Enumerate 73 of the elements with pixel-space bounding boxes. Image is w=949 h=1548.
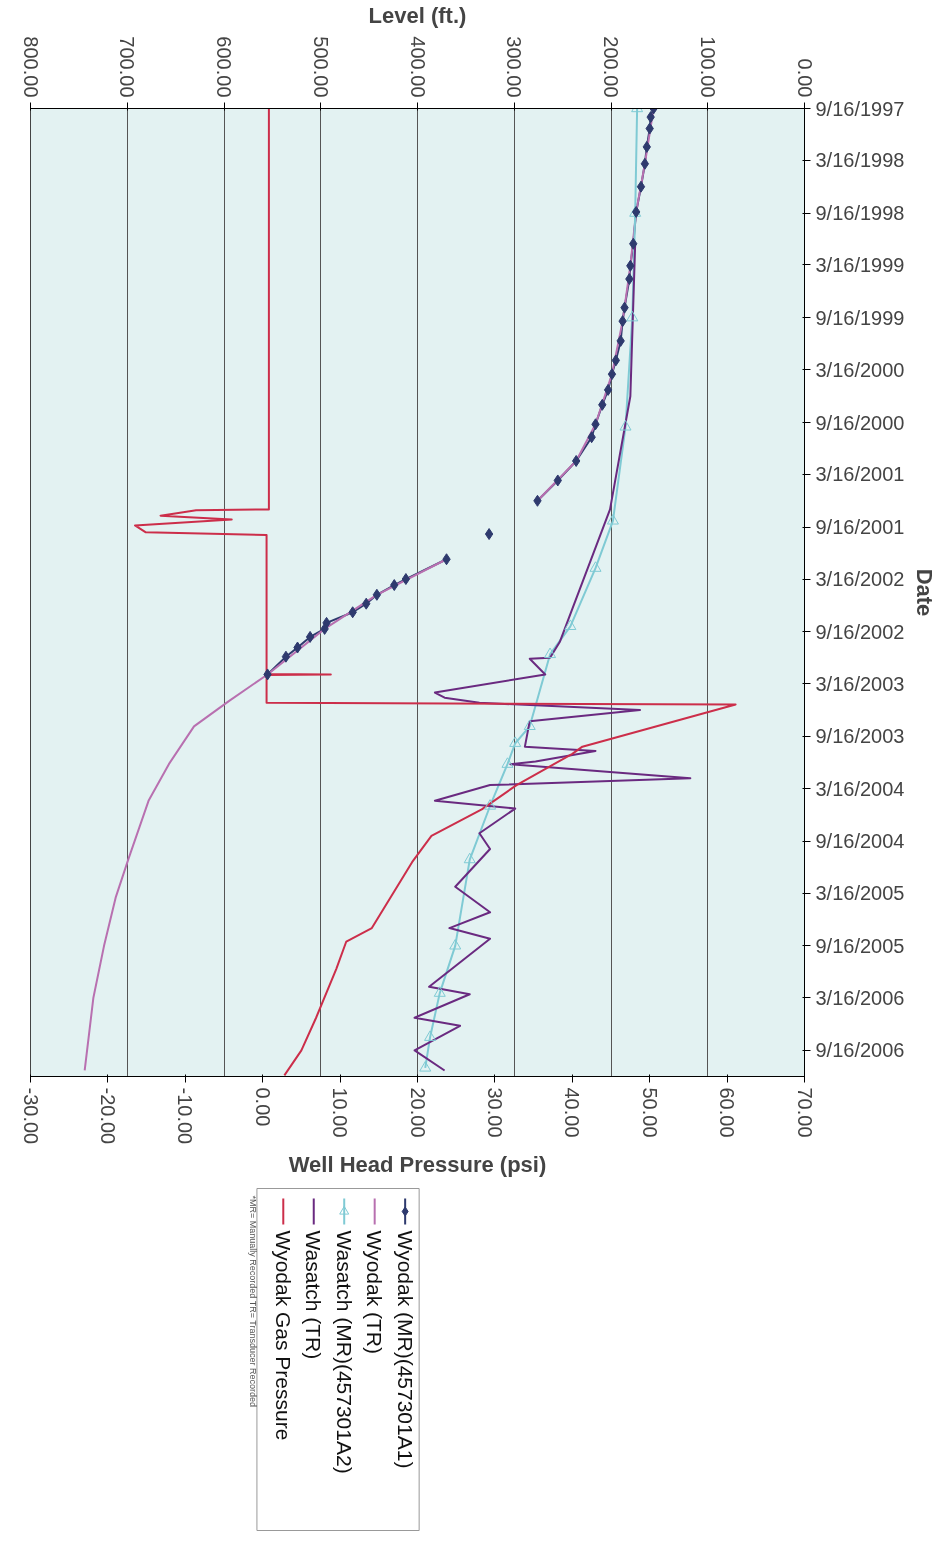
point — [281, 650, 291, 663]
legend-label: Wyodak (TR) — [363, 1230, 387, 1354]
legend-label: Wasatch (MR)(457301A2) — [332, 1230, 356, 1474]
point — [603, 383, 613, 396]
x-axis-title: Well Head Pressure (psi) — [288, 1152, 547, 1178]
x-tick-label: 20.00 — [406, 1087, 429, 1138]
x2-tick-label: 0.00 — [793, 58, 816, 98]
x-tick-label: 50.00 — [638, 1087, 661, 1138]
x-tick-label: -30.00 — [19, 1087, 42, 1145]
y-tick-label: 3/16/2000 — [815, 358, 905, 381]
legend-label: Wyodak (MR)(457301A1) — [393, 1230, 417, 1469]
x-tick-label: -20.00 — [96, 1087, 119, 1145]
x2-axis-title: Level (ft.) — [368, 3, 467, 29]
y-tick-label: 9/16/2004 — [815, 830, 905, 853]
y-tick-label: 9/16/2006 — [815, 1039, 905, 1062]
point — [449, 938, 462, 950]
x-tick-label: 30.00 — [483, 1087, 506, 1138]
x2-tick-label: 800.00 — [19, 36, 42, 98]
point — [625, 273, 634, 285]
y-tick-label: 9/16/1999 — [815, 306, 905, 329]
point — [564, 619, 577, 630]
y-tick-label: 3/16/1998 — [815, 149, 905, 172]
legend-label: Wyodak Gas Pressure — [271, 1230, 295, 1441]
point — [509, 736, 522, 747]
y-tick-label: 9/16/1998 — [815, 202, 905, 225]
y-tick-label: 3/16/1999 — [815, 253, 905, 276]
point — [305, 630, 315, 643]
x2-tick-label: 500.00 — [309, 36, 332, 98]
point — [433, 986, 446, 997]
y-tick-label: 3/16/2002 — [815, 568, 905, 591]
x2-tick-label: 600.00 — [213, 36, 235, 98]
y-tick-label: 3/16/2003 — [815, 672, 905, 695]
y-tick-label: 3/16/2005 — [815, 882, 905, 905]
point — [606, 514, 619, 525]
y-tick-label: 3/16/2001 — [815, 463, 905, 486]
y-tick-label: 9/16/2001 — [815, 516, 905, 539]
point — [501, 757, 514, 768]
legend-label: Wasatch (TR) — [302, 1230, 326, 1360]
point — [419, 1061, 432, 1072]
point — [484, 799, 497, 810]
point — [424, 1030, 437, 1041]
y-tick-label: 9/16/2002 — [815, 620, 905, 643]
x2-tick-label: 400.00 — [406, 36, 429, 98]
point — [619, 420, 632, 431]
x-tick-label: -10.00 — [174, 1087, 197, 1145]
x2-tick-label: 700.00 — [116, 36, 139, 98]
point — [636, 180, 646, 193]
point — [401, 573, 411, 586]
point — [523, 719, 536, 730]
point — [626, 310, 639, 322]
point — [372, 588, 382, 601]
point — [463, 852, 476, 864]
x2-tick-label: 200.00 — [600, 36, 622, 98]
x-tick-label: 70.00 — [793, 1087, 816, 1138]
point — [544, 647, 557, 659]
y-axis-title: Date — [912, 568, 938, 617]
y-tick-label: 3/16/2004 — [815, 777, 905, 800]
x-tick-label: 40.00 — [561, 1087, 584, 1138]
x-tick-label: 10.00 — [329, 1087, 352, 1138]
point — [589, 561, 602, 572]
point — [607, 368, 617, 381]
x-tick-label: 0.00 — [251, 1087, 274, 1127]
text: *MR= Manually Recorded TR= Transducer Recorded — [247, 1195, 258, 1407]
y-tick-label: 3/16/2006 — [815, 986, 905, 1009]
x-tick-label: 60.00 — [716, 1087, 739, 1138]
x2-tick-label: 100.00 — [696, 36, 719, 98]
x2-tick-label: 300.00 — [503, 36, 526, 98]
y-tick-label: 9/16/2000 — [815, 411, 905, 434]
y-tick-label: 9/16/2003 — [815, 725, 905, 748]
y-tick-label: 9/16/2005 — [815, 934, 905, 957]
point — [640, 157, 650, 170]
y-tick-label: 9/16/1997 — [815, 97, 905, 120]
point — [484, 528, 494, 541]
